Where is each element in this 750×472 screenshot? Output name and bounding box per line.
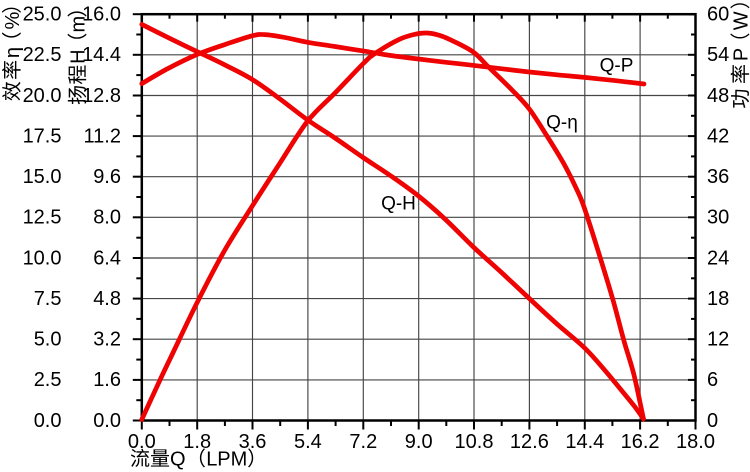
svg-text:0.0: 0.0: [128, 431, 156, 453]
svg-text:2.5: 2.5: [34, 369, 62, 391]
svg-text:42: 42: [707, 125, 729, 147]
svg-text:1.6: 1.6: [93, 369, 121, 391]
svg-text:18.0: 18.0: [676, 431, 715, 453]
svg-text:24: 24: [707, 247, 729, 269]
svg-text:16.0: 16.0: [82, 4, 121, 26]
svg-text:0: 0: [707, 410, 718, 432]
svg-text:18: 18: [707, 288, 729, 310]
svg-text:14.4: 14.4: [82, 44, 121, 66]
svg-text:7.5: 7.5: [34, 288, 62, 310]
svg-text:12.8: 12.8: [82, 85, 121, 107]
svg-text:0.0: 0.0: [34, 410, 62, 432]
svg-text:8.0: 8.0: [93, 207, 121, 229]
svg-text:12: 12: [707, 329, 729, 351]
svg-text:11.2: 11.2: [84, 125, 121, 147]
svg-text:Q-η: Q-η: [546, 113, 578, 134]
svg-text:16.2: 16.2: [621, 431, 660, 453]
svg-text:6: 6: [707, 369, 718, 391]
svg-text:25.0: 25.0: [23, 4, 62, 26]
svg-text:6.4: 6.4: [93, 247, 121, 269]
svg-text:10.8: 10.8: [455, 431, 494, 453]
svg-text:30: 30: [707, 207, 729, 229]
svg-text:12.6: 12.6: [510, 431, 549, 453]
svg-text:m: m: [68, 16, 90, 33]
svg-text:0.0: 0.0: [93, 410, 121, 432]
svg-text:Q-P: Q-P: [600, 56, 634, 77]
svg-text:7.2: 7.2: [349, 431, 377, 453]
svg-text:H: H: [68, 49, 90, 63]
svg-text:17.5: 17.5: [23, 125, 62, 147]
svg-text:20.0: 20.0: [23, 85, 62, 107]
svg-text:5.0: 5.0: [34, 329, 62, 351]
svg-text:48: 48: [707, 85, 729, 107]
svg-text:54: 54: [707, 44, 729, 66]
svg-text:10.0: 10.0: [23, 247, 62, 269]
svg-text:P: P: [731, 48, 750, 61]
svg-text:Q: Q: [170, 449, 186, 471]
svg-text:LPM: LPM: [206, 449, 247, 471]
svg-text:9.6: 9.6: [93, 166, 121, 188]
svg-text:η: η: [2, 47, 24, 58]
svg-text:3.6: 3.6: [239, 431, 267, 453]
svg-text:5.4: 5.4: [294, 431, 322, 453]
svg-text:22.5: 22.5: [23, 44, 62, 66]
svg-text:12.5: 12.5: [23, 207, 62, 229]
svg-text:14.4: 14.4: [565, 431, 604, 453]
svg-text:4.8: 4.8: [93, 288, 121, 310]
svg-text:15.0: 15.0: [23, 166, 62, 188]
svg-text:W: W: [731, 11, 750, 30]
svg-text:36: 36: [707, 166, 729, 188]
svg-text:Q-H: Q-H: [381, 193, 416, 214]
svg-text:1.8: 1.8: [183, 431, 211, 453]
svg-text:9.0: 9.0: [405, 431, 433, 453]
svg-text:60: 60: [707, 4, 729, 26]
svg-text:%: %: [2, 12, 24, 30]
svg-text:3.2: 3.2: [93, 329, 121, 351]
